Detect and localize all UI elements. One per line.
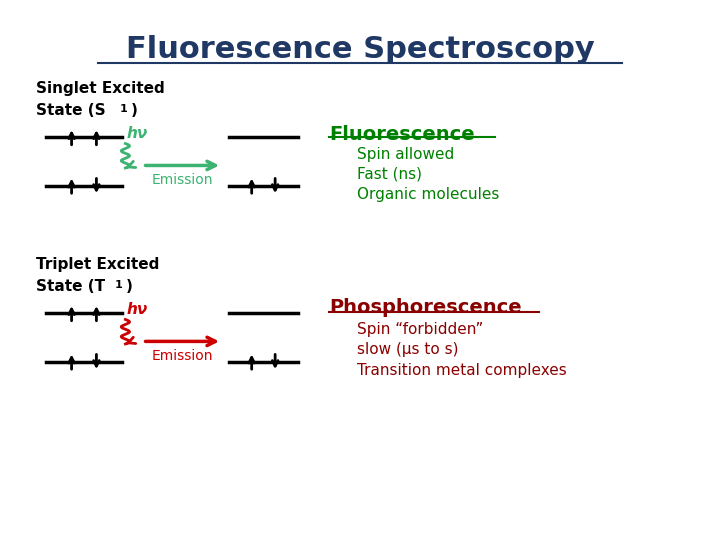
Text: State (S: State (S (36, 103, 105, 118)
Text: Fluorescence: Fluorescence (329, 125, 474, 144)
Text: hν: hν (127, 126, 148, 141)
Text: hν: hν (127, 302, 148, 317)
Text: Phosphorescence: Phosphorescence (329, 298, 521, 317)
Text: Emission: Emission (151, 349, 212, 363)
Text: State (T: State (T (36, 279, 105, 294)
Text: Organic molecules: Organic molecules (356, 187, 499, 202)
Text: ): ) (126, 279, 133, 294)
Text: Emission: Emission (151, 173, 212, 187)
Text: slow (μs to s): slow (μs to s) (356, 342, 458, 357)
Text: Fluorescence Spectroscopy: Fluorescence Spectroscopy (125, 36, 595, 64)
Text: ): ) (131, 103, 138, 118)
Text: Triplet Excited: Triplet Excited (36, 257, 159, 272)
Text: Singlet Excited: Singlet Excited (36, 82, 164, 96)
Text: 1: 1 (120, 104, 127, 114)
Text: Transition metal complexes: Transition metal complexes (356, 363, 567, 378)
Text: Spin “forbidden”: Spin “forbidden” (356, 322, 483, 337)
Text: Fast (ns): Fast (ns) (356, 167, 421, 182)
Text: 1: 1 (115, 280, 123, 290)
Text: Spin allowed: Spin allowed (356, 146, 454, 161)
